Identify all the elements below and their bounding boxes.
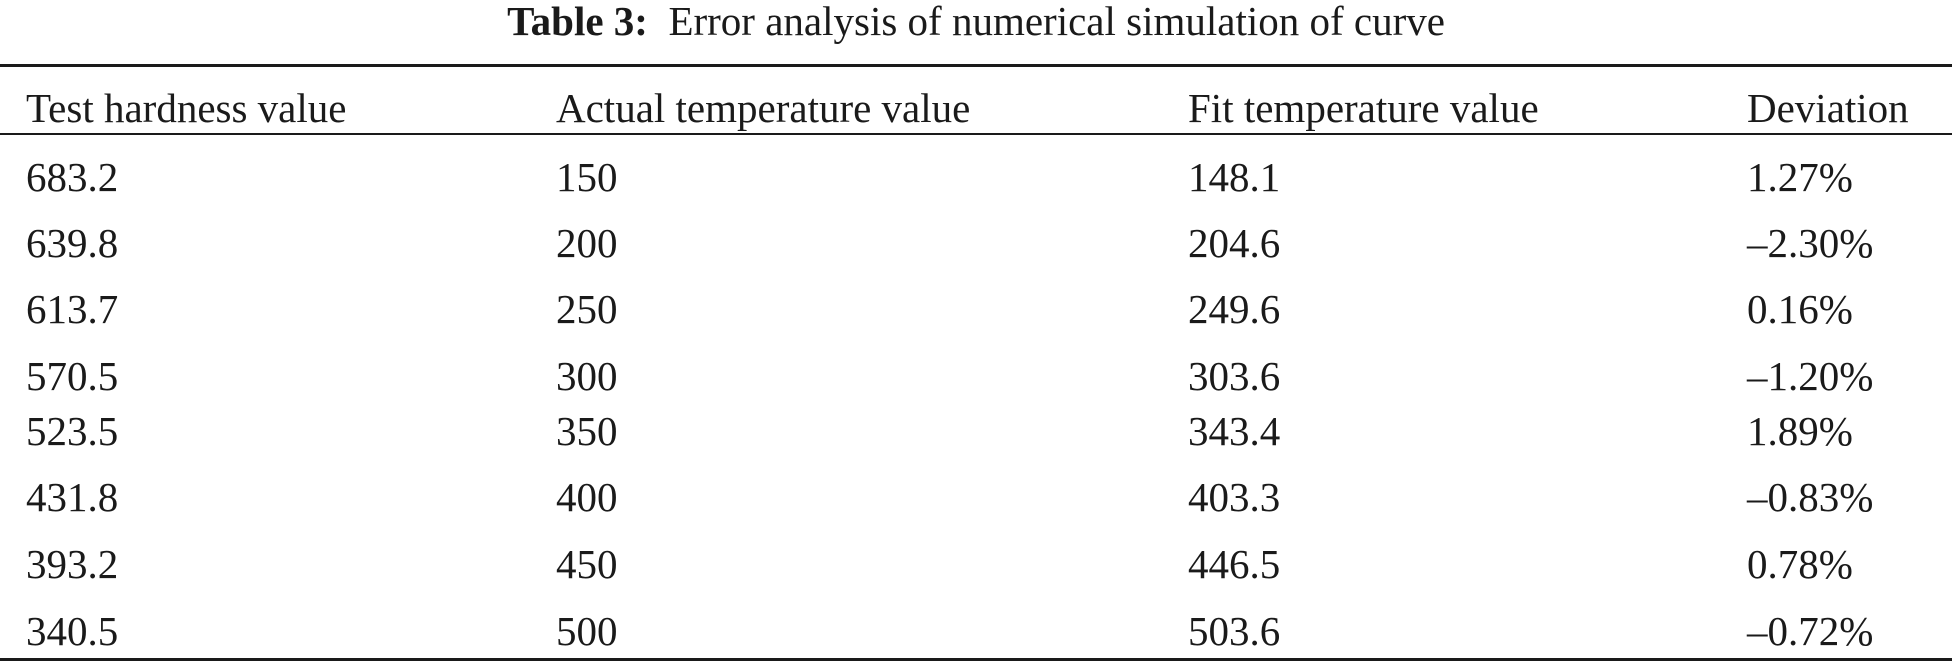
table-cell: 249.6: [1188, 286, 1281, 332]
table-cell: 1.89%: [1747, 408, 1853, 454]
table-cell: 450: [556, 541, 618, 587]
column-header-fit-temperature: Fit temperature value: [1188, 85, 1539, 131]
table-cell: 350: [556, 408, 618, 454]
table-cell: 446.5: [1188, 541, 1281, 587]
table-caption-label: Table 3:: [507, 0, 648, 44]
table-cell: 503.6: [1188, 608, 1281, 654]
table-cell: 204.6: [1188, 220, 1281, 266]
table-cell: 303.6: [1188, 353, 1281, 399]
table-cell: 393.2: [26, 541, 119, 587]
table-cell: 683.2: [26, 154, 119, 200]
table-cell: 400: [556, 474, 618, 520]
table-cell: 523.5: [26, 408, 119, 454]
table-cell: –2.30%: [1747, 220, 1874, 266]
table-cell: 300: [556, 353, 618, 399]
table-cell: 639.8: [26, 220, 119, 266]
table-cell: 403.3: [1188, 474, 1281, 520]
table-cell: 1.27%: [1747, 154, 1853, 200]
column-header-actual-temperature: Actual temperature value: [556, 85, 971, 131]
table-cell: 150: [556, 154, 618, 200]
table-cell: 148.1: [1188, 154, 1281, 200]
table-cell: 500: [556, 608, 618, 654]
table-cell: 343.4: [1188, 408, 1281, 454]
table-caption: Table 3: Error analysis of numerical sim…: [0, 0, 1952, 52]
table-cell: 200: [556, 220, 618, 266]
table-cell: 0.16%: [1747, 286, 1853, 332]
table-header-rule: [0, 133, 1952, 135]
table-cell: 0.78%: [1747, 541, 1853, 587]
column-header-test-hardness: Test hardness value: [26, 85, 347, 131]
table-cell: 340.5: [26, 608, 119, 654]
table-bottom-rule: [0, 658, 1952, 661]
table-cell: 613.7: [26, 286, 119, 332]
table-caption-text: Error analysis of numerical simulation o…: [668, 0, 1445, 44]
table-cell: 570.5: [26, 353, 119, 399]
table-cell: –1.20%: [1747, 353, 1874, 399]
table-cell: 250: [556, 286, 618, 332]
table-cell: –0.72%: [1747, 608, 1874, 654]
table-cell: –0.83%: [1747, 474, 1874, 520]
table-cell: 431.8: [26, 474, 119, 520]
column-header-deviation: Deviation: [1747, 85, 1909, 131]
table-top-rule: [0, 64, 1952, 67]
